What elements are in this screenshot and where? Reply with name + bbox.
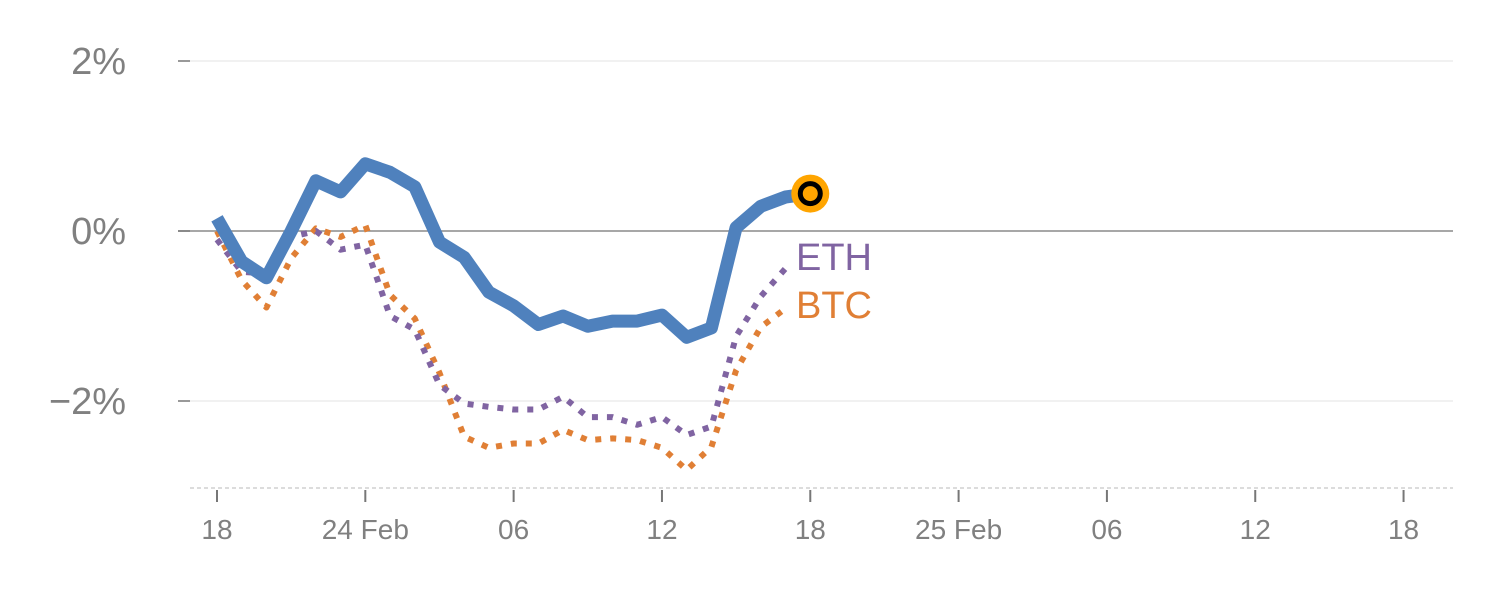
series-lines [211,157,812,473]
series-line-eth [214,228,788,438]
x-tick-label: 06 [1091,514,1122,545]
x-tick-label: 18 [201,514,232,545]
y-axis: 2% 0% −2% [49,41,190,423]
series-label-btc: BTC [796,285,872,327]
series-label-eth: ETH [796,237,872,279]
x-tick-label: 12 [1240,514,1271,545]
y-tick-label: 0% [71,211,126,253]
y-tick-label: −2% [49,381,126,423]
x-axis: 18 24 Feb 06 12 18 25 Feb 06 12 18 [190,487,1453,545]
y-tick-label: 2% [71,41,126,83]
marker-dot [797,181,823,207]
x-tick-label: 24 Feb [322,514,409,545]
x-tick-label: 18 [795,514,826,545]
series-labels: ETH BTC [796,237,872,327]
x-tick-label: 18 [1388,514,1419,545]
grid-lines [178,60,1453,402]
x-tick-label: 12 [646,514,677,545]
x-tick-label: 25 Feb [915,514,1002,545]
series-line-main [211,157,812,344]
current-value-marker [791,174,830,213]
x-tick-label: 06 [498,514,529,545]
series-line-btc [214,222,788,473]
